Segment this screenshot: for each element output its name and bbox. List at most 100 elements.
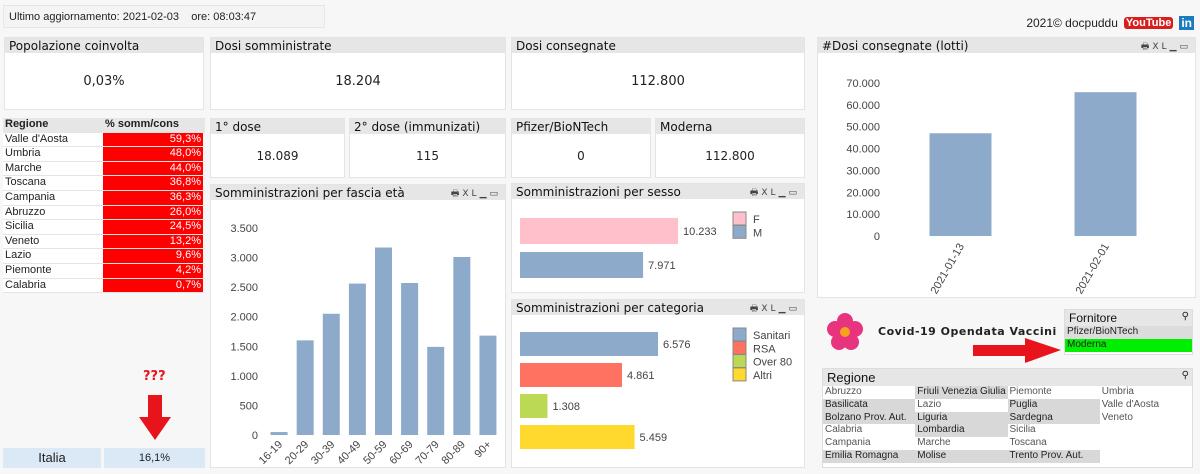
bar-Sanitari[interactable] <box>520 332 658 356</box>
bar-RSA[interactable] <box>520 363 623 387</box>
region-name: Umbria <box>3 147 103 161</box>
legend-label: Over 80 <box>753 357 792 369</box>
listbox-column: Umbria Valle d'Aosta Veneto <box>1099 386 1192 463</box>
bar-70-79[interactable] <box>427 346 445 435</box>
kpi-value: 112.800 <box>705 148 755 163</box>
bar-60-69[interactable] <box>401 283 419 435</box>
listbox-item[interactable]: Basilicata <box>823 398 916 412</box>
bar-value-label: 1.308 <box>552 401 580 413</box>
bar-80-89[interactable] <box>453 256 471 435</box>
bar-40-49[interactable] <box>348 283 366 435</box>
search-icon[interactable]: ⚲ <box>1181 311 1189 322</box>
last-update-date: 2021-02-03 <box>122 11 180 23</box>
bar-Over 80[interactable] <box>520 394 548 418</box>
listbox-item[interactable]: Veneto <box>1099 411 1192 425</box>
listbox-item[interactable]: Lazio <box>915 398 1008 412</box>
chart-title: Somministrazioni per fascia età <box>211 185 505 200</box>
kpi-moderna: Moderna 112.800 <box>655 118 805 178</box>
chart-toolbar-icons[interactable]: 🖶XL▁▭ <box>749 304 800 314</box>
listbox-item-moderna[interactable]: Moderna <box>1065 338 1192 352</box>
table-row[interactable]: Abruzzo 26,0% <box>3 205 205 221</box>
last-update-box: Ultimo aggiornamento: 2021-02-03 ore: 08… <box>3 5 325 28</box>
y-tick-label: 0 <box>252 430 258 442</box>
bar-90+[interactable] <box>479 335 497 435</box>
table-row[interactable]: Umbria 48,0% <box>3 147 205 162</box>
listbox-item[interactable]: Molise <box>915 449 1008 463</box>
listbox-item[interactable]: Valle d'Aosta <box>1099 398 1192 412</box>
table-row[interactable]: Sicilia 24,5% <box>3 220 205 235</box>
y-tick-label: 10.000 <box>846 209 880 221</box>
table-row[interactable]: Calabria 0,7% <box>3 278 205 294</box>
table-header: Regione % somm/cons <box>3 118 205 133</box>
bar-Altri[interactable] <box>520 425 635 449</box>
listbox-item[interactable]: Trento Prov. Aut. <box>1007 449 1100 463</box>
bar-30-39[interactable] <box>322 313 340 435</box>
y-tick-label: 1.000 <box>230 371 258 383</box>
time-label: ore: <box>191 11 211 23</box>
chart-toolbar-icons[interactable]: 🖶XL▁▭ <box>749 188 800 198</box>
listbox-item[interactable]: Puglia <box>1007 398 1100 412</box>
listbox-item[interactable]: Toscana <box>1007 437 1100 450</box>
column-header-percent[interactable]: % somm/cons <box>105 118 179 130</box>
table-row[interactable]: Lazio 9,6% <box>3 249 205 264</box>
chart-fascia-eta: Somministrazioni per fascia età 🖶XL▁▭ 0 5… <box>210 184 506 468</box>
table-row[interactable]: Veneto 13,2% <box>3 234 205 250</box>
listbox-column: Friuli Venezia Giulia Lazio Liguria Lombard… <box>915 386 1008 463</box>
listbox-item[interactable]: Sardegna <box>1007 411 1100 425</box>
listbox-item[interactable]: Bolzano Prov. Aut. <box>823 411 916 425</box>
bar-2021-01-13[interactable] <box>929 133 992 236</box>
listbox-item[interactable]: Liguria <box>915 411 1008 425</box>
sex-bar-chart: 10.233 F 7.971 M <box>520 211 762 278</box>
table-row[interactable]: Marche 44,0% <box>3 161 205 177</box>
chart-sesso: Somministrazioni per sesso 🖶XL▁▭ 10.233 F… <box>511 183 805 293</box>
region-percent: 48,0% <box>103 147 203 161</box>
bar-50-59[interactable] <box>375 247 392 435</box>
listbox-item[interactable]: Piemonte <box>1007 386 1100 399</box>
region-percent: 36,3% <box>103 190 203 205</box>
legend-swatch <box>732 354 747 369</box>
search-icon[interactable]: ⚲ <box>1181 370 1189 381</box>
region-name: Calabria <box>3 278 103 293</box>
listbox-item[interactable]: Calabria <box>823 424 916 438</box>
legend-label: RSA <box>753 343 776 355</box>
listbox-item[interactable]: Umbria <box>1099 386 1192 399</box>
kpi-value: 112.800 <box>631 73 685 89</box>
y-tick-label: 3.000 <box>230 253 258 265</box>
region-percent: 44,0% <box>103 161 203 176</box>
table-row[interactable]: Campania 36,3% <box>3 190 205 206</box>
bar-2021-02-01[interactable] <box>1074 92 1137 237</box>
table-row[interactable]: Toscana 36,8% <box>3 176 205 191</box>
listbox-item[interactable]: Friuli Venezia Giulia <box>915 386 1008 399</box>
listbox-item[interactable]: Campania <box>823 437 916 450</box>
region-percent: 13,2% <box>103 234 203 249</box>
listbox-item[interactable]: Sicilia <box>1007 424 1100 438</box>
region-table: Regione % somm/cons Valle d'Aosta 59,3% Um… <box>3 118 205 294</box>
y-tick-label: 500 <box>240 400 258 412</box>
bar-F[interactable] <box>520 218 678 244</box>
listbox-item[interactable]: Lombardia <box>915 424 1008 438</box>
bar-20-29[interactable] <box>296 340 314 435</box>
region-name: Abruzzo <box>3 205 103 220</box>
region-percent: 9,6% <box>103 249 203 263</box>
legend-swatch <box>732 367 747 382</box>
listbox-item[interactable]: Marche <box>915 437 1008 450</box>
listbox-item[interactable]: Abruzzo <box>823 386 916 399</box>
x-tick-label: 30-39 <box>309 439 337 467</box>
bar-16-19[interactable] <box>270 432 288 435</box>
kpi-value: 18.089 <box>256 148 299 163</box>
chart-toolbar-icons[interactable]: 🖶XL▁▭ <box>450 189 501 199</box>
listbox-item-pfizer[interactable]: Pfizer/BioNTech <box>1065 326 1192 339</box>
youtube-icon[interactable]: YouTube <box>1123 17 1174 29</box>
red-arrow-down-icon <box>139 395 171 440</box>
y-tick-label: 60.000 <box>846 100 880 112</box>
regione-listbox: Regione ⚲ Abruzzo Basilicata Bolzano Prov.… <box>822 368 1193 468</box>
listbox-item[interactable]: Emilia Romagna <box>823 449 916 463</box>
table-row[interactable]: Piemonte 4,2% <box>3 263 205 279</box>
table-row[interactable]: Valle d'Aosta 59,3% <box>3 132 205 148</box>
y-tick-label: 30.000 <box>846 165 880 177</box>
last-update-label: Ultimo aggiornamento: <box>9 11 120 23</box>
chart-toolbar-icons[interactable]: 🖶XL▁▭ <box>1140 42 1191 52</box>
linkedin-icon[interactable]: in <box>1179 16 1194 30</box>
bar-M[interactable] <box>520 252 644 278</box>
column-header-regione[interactable]: Regione <box>3 118 103 132</box>
